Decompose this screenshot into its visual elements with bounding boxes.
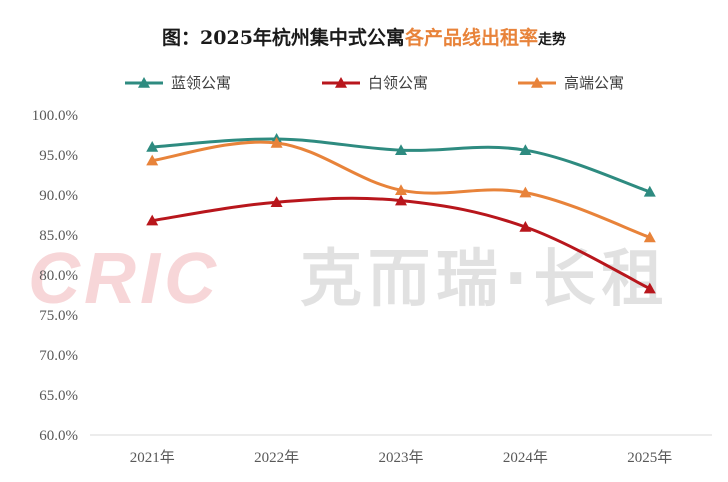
chart-legend: 蓝领公寓 白领公寓 高端公寓 (125, 74, 624, 92)
data-point-marker (519, 221, 532, 232)
data-point-marker (146, 141, 159, 152)
data-point-marker (395, 194, 407, 206)
y-tick-label: 75.0% (39, 308, 78, 324)
watermark-text: 克而瑞·长租 (300, 242, 670, 315)
x-tick-label: 2024年 (503, 449, 548, 466)
legend-marker (335, 77, 347, 88)
cric-watermark: CRIC 克而瑞·长租 (28, 239, 670, 319)
y-tick-label: 60.0% (39, 428, 78, 444)
y-tick-label: 80.0% (39, 268, 78, 284)
data-point-marker (270, 196, 283, 207)
legend-label: 白领公寓 (368, 74, 428, 92)
data-point-marker (146, 214, 159, 226)
data-point-marker (519, 186, 532, 198)
data-point-marker (643, 231, 656, 243)
legend-label: 蓝领公寓 (171, 74, 231, 92)
y-axis-ticks: 100.0% 95.0% 90.0% 85.0% 80.0% 75.0% 70.0% 65.0… (32, 108, 78, 444)
y-tick-label: 95.0% (39, 148, 78, 164)
series-group (146, 133, 656, 294)
data-point-marker (146, 154, 159, 166)
chart-title-part-3: 走势 (538, 31, 566, 48)
x-tick-label: 2025年 (627, 449, 672, 466)
data-point-marker (395, 184, 407, 195)
y-tick-label: 65.0% (39, 388, 78, 404)
legend-label: 高端公寓 (564, 74, 624, 92)
chart-title-part-1: 图：2025年杭州集中式公寓 (162, 26, 405, 49)
legend-marker (138, 77, 150, 88)
x-axis-ticks: 2021年 2022年 2023年 2024年 2025年 (130, 449, 673, 466)
chart-title: 图：2025年杭州集中式公寓各产品线出租率走势 (162, 26, 566, 49)
data-point-marker (643, 282, 656, 294)
y-tick-label: 100.0% (32, 108, 78, 124)
data-point-marker (643, 185, 656, 197)
y-tick-label: 90.0% (39, 188, 78, 204)
data-point-marker (519, 144, 532, 155)
x-tick-label: 2023年 (378, 449, 423, 466)
watermark-logo: CRIC (28, 239, 220, 319)
y-tick-label: 85.0% (39, 228, 78, 244)
data-point-marker (395, 144, 407, 155)
y-tick-label: 70.0% (39, 348, 78, 364)
data-point-marker (270, 137, 283, 148)
chart-title-part-2: 各产品线出租率 (404, 26, 538, 49)
x-tick-label: 2022年 (254, 449, 299, 466)
legend-marker (531, 77, 543, 88)
x-tick-label: 2021年 (130, 449, 175, 466)
